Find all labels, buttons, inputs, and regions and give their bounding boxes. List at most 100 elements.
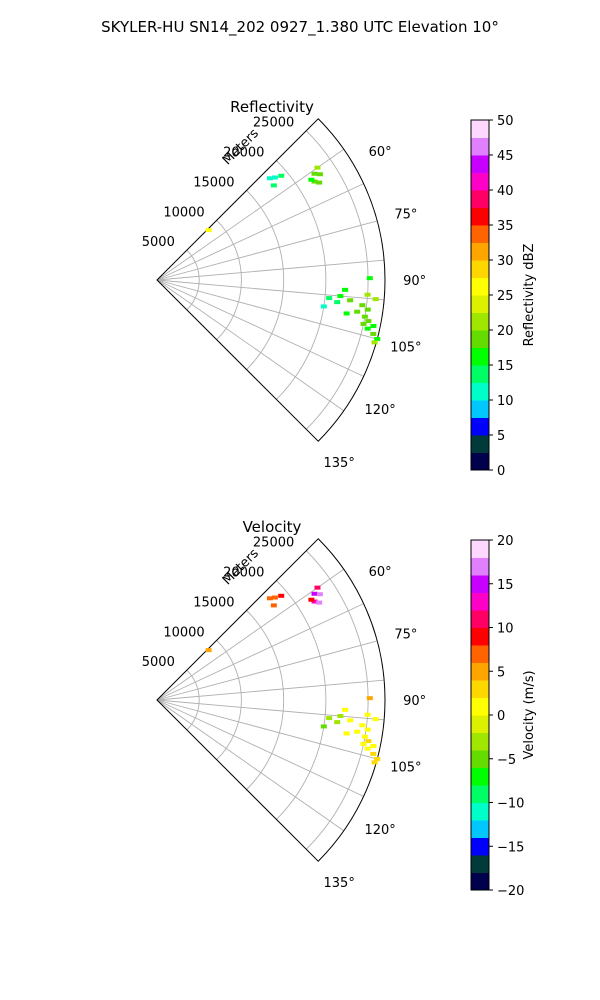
colorbar-segment xyxy=(471,347,489,366)
colorbar-tick-label: 10 xyxy=(497,622,514,637)
radial-tick-label: 20000 xyxy=(223,146,264,161)
data-layer xyxy=(205,585,381,765)
colorbar-segment xyxy=(471,225,489,243)
data-point xyxy=(364,326,371,331)
azimuth-spoke xyxy=(156,603,364,701)
colorbar-tick-label: 40 xyxy=(497,184,514,199)
data-point xyxy=(360,321,367,326)
data-point xyxy=(278,173,285,178)
data-point xyxy=(314,165,321,170)
figure-suptitle: SKYLER-HU SN14_202 0927_1.380 UTC Elevat… xyxy=(101,18,499,37)
range-ring xyxy=(186,249,200,311)
colorbar-segment xyxy=(471,400,489,418)
colorbar-segment xyxy=(471,627,489,646)
data-point xyxy=(316,180,323,185)
data-point xyxy=(347,718,354,723)
range-ring xyxy=(216,639,242,761)
colorbar-segment xyxy=(471,137,489,156)
radial-tick-label: 25000 xyxy=(253,116,294,131)
colorbar-segment xyxy=(471,610,489,628)
colorbar-segment xyxy=(471,820,489,838)
data-point xyxy=(337,714,344,719)
data-point xyxy=(270,183,277,188)
data-point xyxy=(364,307,371,312)
colorbar-segment xyxy=(471,715,489,733)
colorbar-tick-label: 20 xyxy=(497,324,514,339)
data-point xyxy=(326,716,333,721)
colorbar-segment xyxy=(471,417,489,436)
data-point xyxy=(370,751,377,756)
colorbar-label: Reflectivity dBZ xyxy=(522,244,537,347)
azimuth-spoke xyxy=(156,279,364,377)
colorbar: −20 −15 −10 −5 0 5 10 15 20 Velocity (m/s) xyxy=(470,534,537,899)
azimuth-spoke xyxy=(156,568,345,701)
data-point xyxy=(359,723,366,728)
data-point xyxy=(364,292,371,297)
colorbar-segment xyxy=(471,312,489,331)
radial-tick-label: 15000 xyxy=(193,595,234,610)
data-point xyxy=(374,337,381,342)
range-ring xyxy=(246,190,285,370)
colorbar-segment xyxy=(471,557,489,576)
data-point xyxy=(308,597,315,602)
data-point xyxy=(266,596,273,601)
data-point xyxy=(354,309,361,314)
azimuth-spoke xyxy=(156,699,385,721)
data-point xyxy=(342,707,349,712)
data-point xyxy=(366,276,373,281)
data-point xyxy=(320,304,327,309)
data-point xyxy=(360,741,367,746)
colorbar-tick-label: 5 xyxy=(497,665,505,680)
data-point xyxy=(337,294,344,299)
colorbar-segment xyxy=(471,645,489,663)
colorbar-tick-label: 35 xyxy=(497,219,514,234)
colorbar-segment xyxy=(471,260,489,278)
data-point xyxy=(364,712,371,717)
colorbar-segment xyxy=(471,172,489,191)
colorbar-tick-label: −5 xyxy=(497,753,516,768)
data-point xyxy=(372,717,379,722)
radial-tick-label: 5000 xyxy=(142,655,175,670)
angle-tick-label: 75° xyxy=(394,207,417,222)
colorbar-tick-label: 30 xyxy=(497,254,514,269)
colorbar-segment xyxy=(471,242,489,261)
colorbar-segment xyxy=(471,680,489,698)
colorbar-tick-label: 25 xyxy=(497,289,514,304)
data-point xyxy=(342,287,349,292)
radial-tick-label: 20000 xyxy=(223,566,264,581)
range-ring xyxy=(186,669,200,731)
colorbar-tick-label: 10 xyxy=(497,394,514,409)
colorbar-segment xyxy=(471,190,489,208)
azimuth-spoke xyxy=(156,220,378,281)
data-point xyxy=(370,331,377,336)
colorbar-segment xyxy=(471,750,489,768)
polar-frame xyxy=(156,118,386,442)
data-point xyxy=(370,323,377,328)
angle-tick-label: 120° xyxy=(364,403,395,418)
colorbar-tick-label: 15 xyxy=(497,578,514,593)
data-point xyxy=(364,746,371,751)
colorbar-segment xyxy=(471,592,489,611)
polar-grid xyxy=(156,550,385,850)
data-point xyxy=(205,648,212,653)
colorbar-segment xyxy=(471,662,489,681)
colorbar: 0 5 10 15 20 25 30 35 40 45 50 Reflectivity dBZ xyxy=(470,114,537,479)
range-ring xyxy=(246,610,285,790)
colorbar-segment xyxy=(471,452,489,471)
azimuth-spoke xyxy=(156,279,385,301)
data-point xyxy=(366,696,373,701)
data-point xyxy=(359,303,366,308)
radial-tick-label: 15000 xyxy=(193,175,234,190)
data-point xyxy=(316,172,323,177)
data-point xyxy=(316,592,323,597)
colorbar-tick-label: 50 xyxy=(497,114,514,129)
angle-tick-label: 90° xyxy=(403,274,426,289)
data-point xyxy=(364,727,371,732)
colorbar-segment xyxy=(471,330,489,348)
colorbar-tick-label: 0 xyxy=(497,709,505,724)
data-point xyxy=(374,757,381,762)
angle-tick-label: 90° xyxy=(403,694,426,709)
data-point xyxy=(266,176,273,181)
